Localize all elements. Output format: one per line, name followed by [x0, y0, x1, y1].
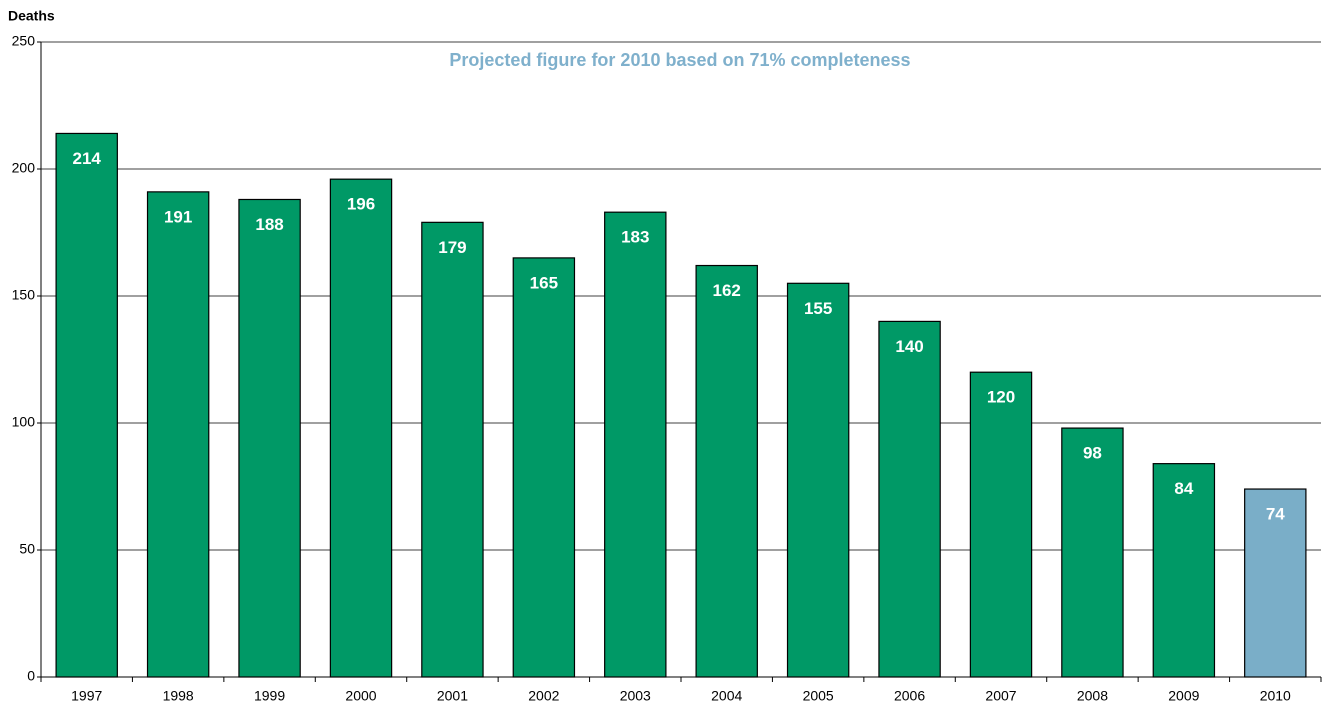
- x-tick-label: 2000: [345, 688, 376, 704]
- y-tick-label: 100: [12, 414, 36, 430]
- data-label: 98: [1083, 444, 1102, 463]
- data-label: 120: [987, 388, 1015, 407]
- y-tick-label: 150: [12, 287, 36, 303]
- x-tick-label: 1997: [71, 688, 102, 704]
- x-tick-label: 1998: [163, 688, 194, 704]
- data-label: 196: [347, 195, 375, 214]
- x-tick-label: 2003: [620, 688, 651, 704]
- bar: [969, 371, 1033, 678]
- x-tick-label: 1999: [254, 688, 285, 704]
- bar: [878, 320, 941, 678]
- x-tick-label: 2006: [894, 688, 925, 704]
- x-tick-label: 2004: [711, 688, 742, 704]
- x-tick-label: 2001: [437, 688, 468, 704]
- y-axis-label: Deaths: [8, 8, 55, 24]
- bar: [604, 211, 667, 678]
- bar: [238, 198, 301, 678]
- x-tick-label: 2002: [528, 688, 559, 704]
- bar: [1152, 463, 1216, 678]
- bar: [421, 221, 484, 678]
- data-label: 179: [438, 238, 466, 257]
- data-label: 214: [73, 149, 102, 168]
- x-tick-label: 2005: [803, 688, 834, 704]
- y-tick-label: 250: [12, 33, 36, 49]
- data-label: 155: [804, 299, 832, 318]
- data-label: 162: [713, 281, 741, 300]
- bar: [146, 191, 210, 678]
- data-label: 191: [164, 207, 192, 226]
- bar: [786, 282, 850, 678]
- x-tick-label: 2007: [985, 688, 1016, 704]
- data-label: 74: [1266, 505, 1285, 524]
- bar: [695, 264, 758, 678]
- bar: [329, 178, 393, 678]
- bar: [1244, 488, 1307, 678]
- bar: [55, 132, 118, 678]
- data-label: 188: [255, 215, 283, 234]
- data-label: 183: [621, 228, 649, 247]
- data-label: 140: [895, 337, 923, 356]
- bar: [1061, 427, 1124, 678]
- data-label: 84: [1174, 479, 1193, 498]
- x-tick-label: 2008: [1077, 688, 1108, 704]
- y-tick-label: 50: [19, 541, 35, 557]
- annotation: Projected figure for 2010 based on 71% c…: [449, 50, 910, 70]
- x-tick-label: 2009: [1168, 688, 1199, 704]
- x-tick-label: 2010: [1260, 688, 1291, 704]
- bar: [512, 257, 576, 678]
- y-tick-label: 200: [12, 160, 36, 176]
- data-label: 165: [530, 273, 558, 292]
- y-tick-label: 0: [27, 668, 35, 684]
